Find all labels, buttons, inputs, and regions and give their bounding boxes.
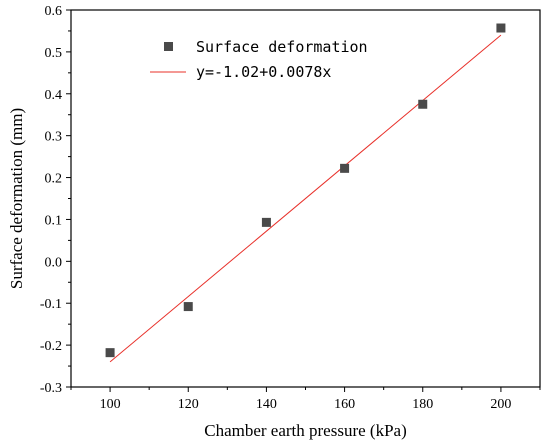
y-tick-label: -0.3 — [40, 381, 62, 396]
y-tick-label: -0.1 — [40, 297, 62, 312]
y-tick-label: 0.6 — [45, 4, 63, 19]
legend-label-scatter: Surface deformation — [196, 38, 368, 56]
x-tick-label: 160 — [334, 397, 355, 412]
data-point — [496, 23, 506, 33]
series-layer — [105, 23, 506, 363]
data-point — [105, 348, 115, 358]
y-tick-label: -0.2 — [40, 339, 62, 354]
fit-line — [109, 34, 502, 363]
y-tick-label: 0.3 — [45, 130, 63, 145]
x-tick-label: 180 — [412, 397, 433, 412]
x-tick-label: 120 — [178, 397, 199, 412]
legend-marker-square — [164, 42, 173, 51]
data-point — [261, 217, 271, 227]
x-axis-ticks: 100 120 140 160 180 200 — [70, 387, 541, 412]
y-tick-label: 0.5 — [45, 46, 63, 61]
legend-label-fit: y=-1.02+0.0078x — [196, 63, 331, 81]
data-point — [418, 99, 428, 109]
y-axis-title: Surface deformation (mm) — [7, 108, 26, 289]
x-tick-label: 100 — [100, 397, 121, 412]
data-point — [340, 163, 350, 173]
y-tick-label: 0.1 — [45, 213, 63, 228]
y-axis-ticks: -0.3 -0.2 -0.1 0.0 0.1 0.2 0.3 0.4 0.5 0.6 — [40, 4, 71, 396]
y-tick-label: 0.2 — [45, 172, 63, 187]
data-point — [183, 302, 193, 312]
legend: Surface deformation y=-1.02+0.0078x — [150, 38, 368, 81]
x-tick-label: 200 — [490, 397, 511, 412]
x-axis-title: Chamber earth pressure (kPa) — [204, 421, 407, 440]
y-tick-label: 0.4 — [45, 88, 63, 103]
x-tick-label: 140 — [256, 397, 277, 412]
y-tick-label: 0.0 — [45, 255, 63, 270]
